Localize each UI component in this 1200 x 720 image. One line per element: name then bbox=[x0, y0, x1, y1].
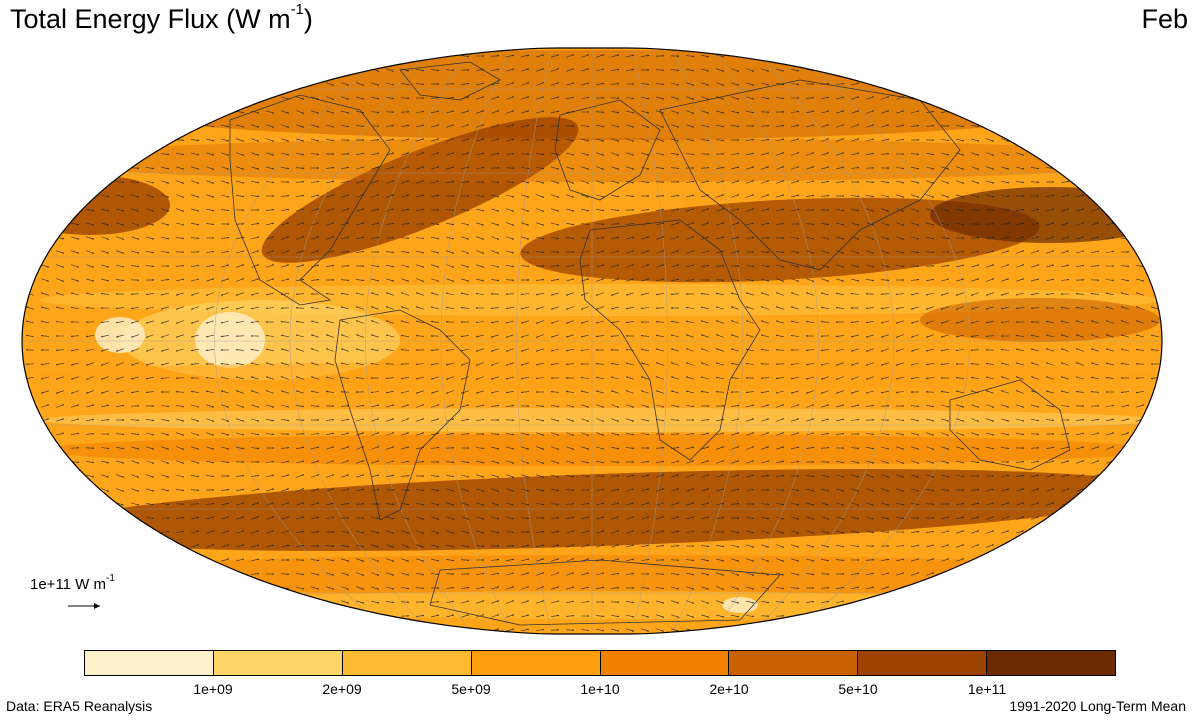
colorbar-segment bbox=[471, 651, 601, 675]
coastline-6 bbox=[399, 61, 501, 101]
data-source-label: Data: ERA5 Reanalysis bbox=[6, 698, 153, 714]
colorbar-tick-label: 5e+10 bbox=[838, 681, 878, 697]
colorbar-segment bbox=[858, 651, 988, 675]
colorbar-segment bbox=[342, 651, 472, 675]
coastline-1 bbox=[334, 309, 471, 521]
period-label: 1991-2020 Long-Term Mean bbox=[1009, 698, 1186, 714]
colorbar-segment bbox=[987, 651, 1115, 675]
colorbar bbox=[84, 650, 1116, 676]
coastline-4 bbox=[659, 79, 961, 271]
colorbar-segment bbox=[729, 651, 859, 675]
map-border bbox=[21, 47, 1163, 635]
coastline-5 bbox=[949, 379, 1071, 471]
month-label: Feb bbox=[1141, 4, 1188, 34]
colorbar-tick-label: 2e+09 bbox=[322, 681, 362, 697]
colorbar-segment bbox=[600, 651, 730, 675]
reference-vector-arrow bbox=[68, 603, 100, 609]
coastline-3 bbox=[579, 219, 761, 461]
colorbar-tick-label: 1e+11 bbox=[967, 681, 1007, 697]
colorbar-tick-label: 5e+09 bbox=[451, 681, 491, 697]
colorbar-segment bbox=[85, 651, 214, 675]
chart-title: Total Energy Flux (W m-1) bbox=[10, 1, 313, 34]
colorbar-tick-label: 1e+10 bbox=[580, 681, 620, 697]
reference-vector-label: 1e+11 W m-1 bbox=[30, 573, 115, 593]
colorbar-tick-label: 1e+09 bbox=[193, 681, 233, 697]
colorbar-segment bbox=[213, 651, 343, 675]
coastline-2 bbox=[554, 99, 661, 201]
colorbar-tick-label: 2e+10 bbox=[709, 681, 749, 697]
